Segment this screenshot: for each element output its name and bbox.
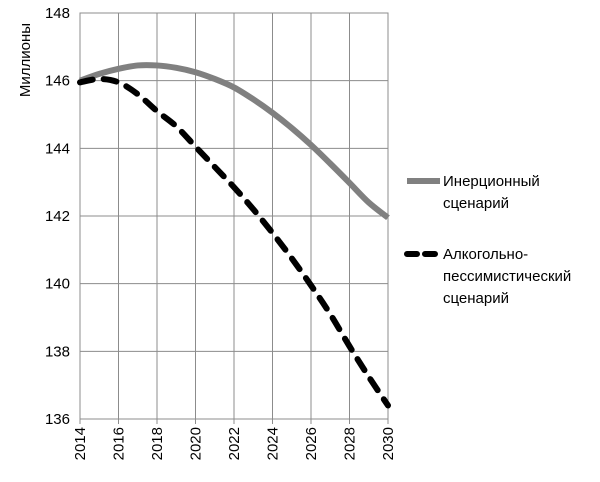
x-tick-label: 2026 (303, 427, 320, 460)
axes: 136 138 140 142 144 146 148 2014 2016 2018 2020 202… (45, 5, 397, 460)
legend-label: сценарий (443, 195, 509, 212)
x-tick-label: 2014 (72, 427, 89, 460)
y-axis-title: Миллионы (17, 23, 34, 97)
y-tick-label: 146 (45, 73, 70, 90)
legend-label: пессимистический (443, 268, 571, 285)
series (77, 62, 391, 409)
y-tick-label: 136 (45, 411, 70, 428)
legend-label: Инерционный (443, 173, 540, 190)
series-line-0 (78, 62, 390, 221)
legend-label: Алкогольно- (443, 246, 528, 263)
y-tick-label: 140 (45, 276, 70, 293)
x-tick-label: 2018 (149, 427, 166, 460)
x-tick-label: 2016 (111, 427, 128, 460)
y-tick-label: 138 (45, 343, 70, 360)
legend-label: сценарий (443, 290, 509, 307)
x-tick-label: 2030 (380, 427, 397, 460)
x-tick-label: 2022 (226, 427, 243, 460)
y-tick-label: 144 (45, 140, 70, 157)
grid (79, 12, 389, 424)
y-tick-label: 142 (45, 208, 70, 225)
x-tick-label: 2028 (342, 427, 359, 460)
series-line-1 (77, 75, 391, 409)
y-tick-label: 148 (45, 5, 70, 22)
legend: Инерционный сценарий Алкогольно-пессимисти… (404, 173, 571, 307)
x-tick-label: 2024 (265, 427, 282, 460)
x-tick-label: 2020 (188, 427, 205, 460)
